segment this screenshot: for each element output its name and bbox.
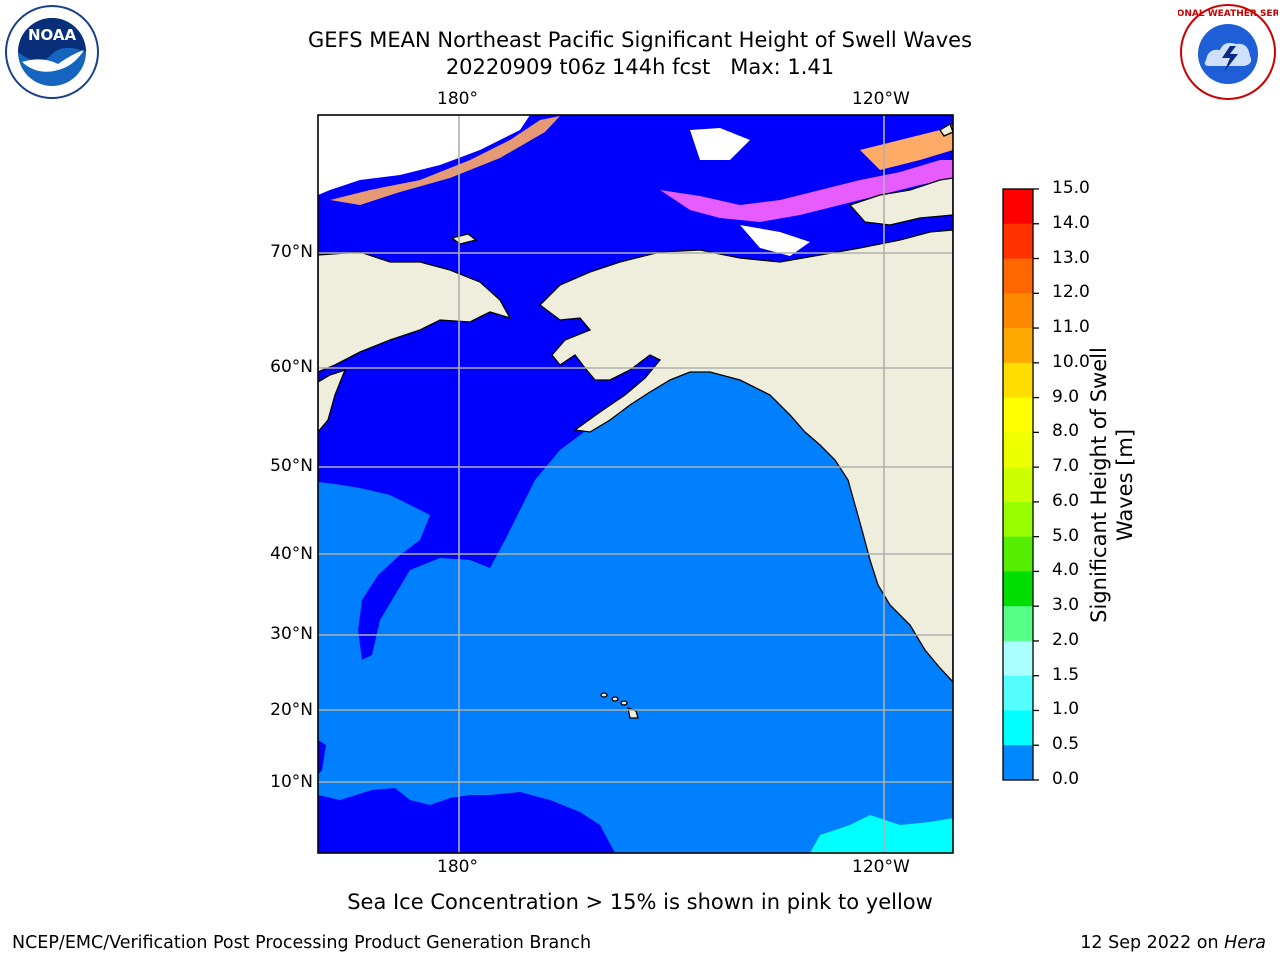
colorbar-tick-label: 1.5 xyxy=(1052,664,1080,685)
noaa-logo-text: NOAA xyxy=(28,26,77,44)
colorbar xyxy=(1003,188,1039,781)
colorbar-segment xyxy=(1003,397,1033,433)
colorbar-tick-label: 4.0 xyxy=(1052,560,1080,581)
sea-ice-orange xyxy=(330,116,560,205)
lat-label-40n: 40°N xyxy=(270,544,313,564)
colorbar-tick-label: 1.0 xyxy=(1052,699,1080,720)
colorbar-segment xyxy=(1003,293,1033,329)
sea-ice-note: Sea Ice Concentration > 15% is shown in … xyxy=(347,890,933,914)
colorbar-segment xyxy=(1003,258,1033,294)
graticule xyxy=(318,115,953,853)
footer-host: Hera xyxy=(1224,933,1266,953)
bottom-lon-label-180: 180° xyxy=(437,857,478,877)
lat-label-70n: 70°N xyxy=(270,242,313,262)
noaa-logo: NOAA xyxy=(5,5,99,99)
colorbar-tick-label: 12.0 xyxy=(1052,282,1090,303)
colorbar-tick-label: 7.0 xyxy=(1052,456,1080,477)
cyan-swell-region xyxy=(810,815,953,853)
colorbar-frame xyxy=(1002,188,1034,781)
colorbar-segment xyxy=(1003,328,1033,364)
land-north-america xyxy=(539,229,953,683)
colorbar-tick-label: 11.0 xyxy=(1052,317,1090,338)
colorbar-tick-label: 6.0 xyxy=(1052,490,1080,511)
colorbar-segment xyxy=(1003,189,1033,225)
colorbar-segment xyxy=(1003,606,1033,642)
colorbar-segment xyxy=(1003,675,1033,711)
lat-label-30n: 30°N xyxy=(270,624,313,644)
land-siberia xyxy=(318,251,512,373)
nws-logo: NATIONAL WEATHER SERVICE xyxy=(1178,4,1278,100)
top-lon-label-180: 180° xyxy=(437,89,478,109)
low-swell-south xyxy=(318,788,615,853)
lat-label-20n: 20°N xyxy=(270,700,313,720)
colorbar-segment xyxy=(1003,467,1033,503)
colorbar-segment xyxy=(1003,223,1033,260)
top-lon-label-120w: 120°W xyxy=(852,89,910,109)
footer-credit: NCEP/EMC/Verification Post Processing Pr… xyxy=(12,933,592,953)
colorbar-tick-label: 0.0 xyxy=(1052,769,1080,789)
colorbar-tick-label: 3.0 xyxy=(1052,595,1080,616)
colorbar-tick-label: 14.0 xyxy=(1052,212,1090,233)
sea-ice-white-ne xyxy=(740,225,810,256)
colorbar-segment xyxy=(1003,745,1033,781)
colorbar-tick-label: 9.0 xyxy=(1052,386,1080,407)
footer-date-text: 12 Sep 2022 on xyxy=(1080,933,1225,953)
colorbar-tick-label: 15.0 xyxy=(1052,178,1090,198)
colorbar-segment xyxy=(1003,432,1033,468)
colorbar-tick-label: 8.0 xyxy=(1052,421,1080,442)
colorbar-segment xyxy=(1003,501,1033,538)
colorbar-tick-label: 2.0 xyxy=(1052,629,1080,650)
map-layers xyxy=(318,115,953,853)
map-frame xyxy=(317,114,954,854)
colorbar-segment xyxy=(1003,640,1033,677)
lat-label-50n: 50°N xyxy=(270,456,313,476)
chart-title: GEFS MEAN Northeast Pacific Significant … xyxy=(307,28,973,52)
nws-logo-text: NATIONAL WEATHER SERVICE xyxy=(1178,9,1278,19)
sea-ice-white xyxy=(318,115,530,195)
bottom-lon-label-120w: 120°W xyxy=(852,857,910,877)
colorbar-tick-label: 0.5 xyxy=(1052,734,1080,755)
lat-label-60n: 60°N xyxy=(270,357,313,377)
colorbar-segment xyxy=(1003,362,1033,399)
colorbar-segment xyxy=(1003,710,1033,746)
low-swell-west-edge xyxy=(318,740,326,775)
colorbar-tick-label: 5.0 xyxy=(1052,525,1080,546)
colorbar-segment xyxy=(1003,536,1033,572)
colorbar-tick-label: 13.0 xyxy=(1052,247,1090,268)
land-small-island xyxy=(939,123,953,137)
colorbar-segment xyxy=(1003,571,1033,607)
colorbar-label: Significant Height of Swell Waves [m] xyxy=(1087,347,1137,623)
sea-ice-white-east xyxy=(690,128,750,160)
land-arctic-islands xyxy=(848,177,953,226)
colorbar-tick-label: 10.0 xyxy=(1052,351,1090,372)
land-kamchatka xyxy=(318,368,347,434)
land-wrangel-island xyxy=(450,233,478,245)
chart-subtitle: 20220909 t06z 144h fcst Max: 1.41 xyxy=(445,55,835,79)
footer-date: 12 Sep 2022 on Hera xyxy=(1080,933,1266,953)
lat-label-10n: 10°N xyxy=(270,772,313,792)
sea-ice-pink xyxy=(660,160,953,222)
